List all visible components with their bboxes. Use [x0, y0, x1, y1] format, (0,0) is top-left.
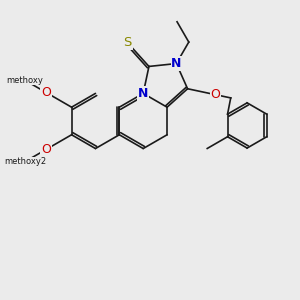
Text: N: N: [138, 87, 148, 100]
Text: O: O: [41, 143, 51, 156]
Text: S: S: [124, 36, 132, 49]
Text: methoxy: methoxy: [7, 76, 44, 85]
Text: methoxy2: methoxy2: [4, 157, 46, 166]
Text: O: O: [211, 88, 220, 101]
Text: O: O: [41, 86, 51, 99]
Text: N: N: [171, 57, 182, 70]
